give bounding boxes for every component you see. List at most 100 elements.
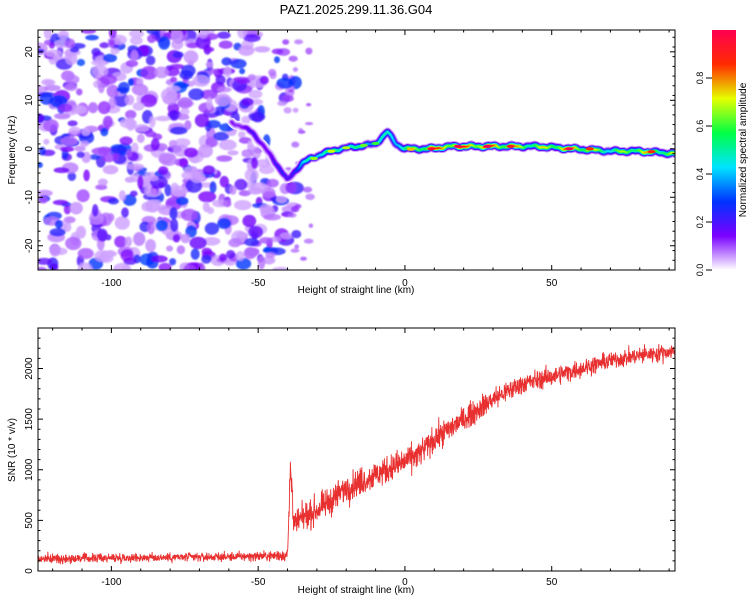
noise-blob xyxy=(129,36,143,45)
colorbar-tick-label: 0.6 xyxy=(695,120,705,133)
noise-blob xyxy=(91,147,110,155)
noise-blob xyxy=(164,184,172,197)
noise-blob xyxy=(49,263,58,269)
noise-blob xyxy=(184,120,192,130)
noise-blob xyxy=(176,245,186,255)
noise-blob xyxy=(209,181,217,194)
noise-blob xyxy=(175,196,189,206)
noise-blob xyxy=(214,93,231,107)
x-tick-label: -100 xyxy=(101,278,121,289)
y-tick-label: -20 xyxy=(24,238,35,253)
noise-blob xyxy=(148,188,158,196)
noise-blob xyxy=(114,235,127,248)
noise-blob xyxy=(99,42,110,49)
noise-blob xyxy=(38,266,47,270)
ridge-hotspot xyxy=(371,141,380,146)
noise-blob xyxy=(132,102,145,111)
noise-blob xyxy=(120,249,134,262)
noise-blob xyxy=(60,136,78,146)
noise-blob xyxy=(226,250,236,259)
noise-blob xyxy=(206,207,215,215)
x-tick-label: 50 xyxy=(546,577,558,588)
noise-blob xyxy=(100,127,109,137)
y-tick-label: 10 xyxy=(24,94,35,106)
colorbar-label: Normalized spectral amplitude xyxy=(738,82,749,217)
noise-blob xyxy=(39,92,54,105)
noise-blob xyxy=(49,228,66,237)
noise-blob xyxy=(222,199,232,208)
noise-blob xyxy=(108,39,116,46)
noise-blob xyxy=(305,47,313,55)
spectrogram-y-label: Frequency (Hz) xyxy=(7,116,18,185)
colorbar-tick-label: 0.4 xyxy=(695,168,705,181)
noise-blob xyxy=(271,48,284,55)
noise-blob xyxy=(230,58,247,69)
noise-blob xyxy=(294,244,300,249)
noise-blob xyxy=(268,68,277,77)
noise-blob xyxy=(38,189,53,197)
ridge-hotspot xyxy=(342,146,351,150)
noise-blob xyxy=(137,175,144,190)
noise-blob xyxy=(108,97,117,109)
ridge-hotspot xyxy=(327,149,336,153)
noise-blob xyxy=(54,219,64,229)
noise-blob xyxy=(113,93,130,107)
noise-blob xyxy=(266,178,279,188)
snr-panel: -100 -50 0 50 0 500 1000 1500 2000 Height of st… xyxy=(7,327,676,596)
noise-blob xyxy=(205,61,214,68)
noise-blob xyxy=(238,130,246,139)
noise-blob xyxy=(305,103,312,107)
noise-blob xyxy=(234,200,252,211)
noise-blob xyxy=(166,199,177,206)
noise-blob xyxy=(67,120,78,127)
noise-blob xyxy=(69,201,83,215)
noise-blob xyxy=(91,59,109,66)
noise-blob xyxy=(174,138,191,147)
noise-blob xyxy=(154,66,169,79)
noise-blob xyxy=(290,248,300,253)
noise-blob xyxy=(63,216,76,224)
colorbar-gradient xyxy=(712,30,736,270)
noise-blob xyxy=(85,34,99,41)
noise-blob xyxy=(177,97,193,109)
noise-blob xyxy=(283,107,292,114)
noise-blob xyxy=(243,33,261,43)
noise-blob xyxy=(131,142,139,155)
noise-blob xyxy=(77,262,93,270)
noise-blob xyxy=(77,248,94,260)
noise-blob xyxy=(202,237,221,246)
noise-blob xyxy=(43,119,59,132)
noise-blob xyxy=(88,102,98,114)
noise-blob xyxy=(116,87,129,93)
figure-title: PAZ1.2025.299.11.36.G04 xyxy=(280,2,433,17)
ridge-hotspot xyxy=(506,144,515,148)
noise-blob xyxy=(292,107,299,113)
noise-blob xyxy=(145,55,156,66)
noise-blob xyxy=(166,245,174,252)
noise-blob xyxy=(200,89,218,100)
spectrogram-frame xyxy=(37,29,676,271)
noise-blob xyxy=(235,251,245,261)
noise-blob xyxy=(294,204,302,209)
colorbar-tick-label: 0.8 xyxy=(695,72,705,85)
noise-blob xyxy=(169,207,178,220)
noise-blob xyxy=(121,265,130,270)
noise-blob xyxy=(180,233,191,244)
noise-blob xyxy=(217,31,231,39)
noise-blob xyxy=(248,89,263,99)
noise-blob xyxy=(228,238,242,248)
noise-blob xyxy=(168,139,178,148)
noise-blob xyxy=(136,133,145,143)
noise-blob xyxy=(237,78,251,85)
noise-blob xyxy=(130,190,138,197)
noise-blob xyxy=(76,58,86,67)
noise-blob xyxy=(96,228,108,242)
noise-blob xyxy=(254,159,272,168)
noise-blob xyxy=(125,109,137,120)
noise-blob xyxy=(189,236,207,250)
noise-blob xyxy=(300,256,307,261)
y-tick-label: 1000 xyxy=(24,458,35,481)
noise-blob xyxy=(54,112,71,120)
noise-blob xyxy=(122,194,137,206)
noise-blob xyxy=(217,218,232,229)
